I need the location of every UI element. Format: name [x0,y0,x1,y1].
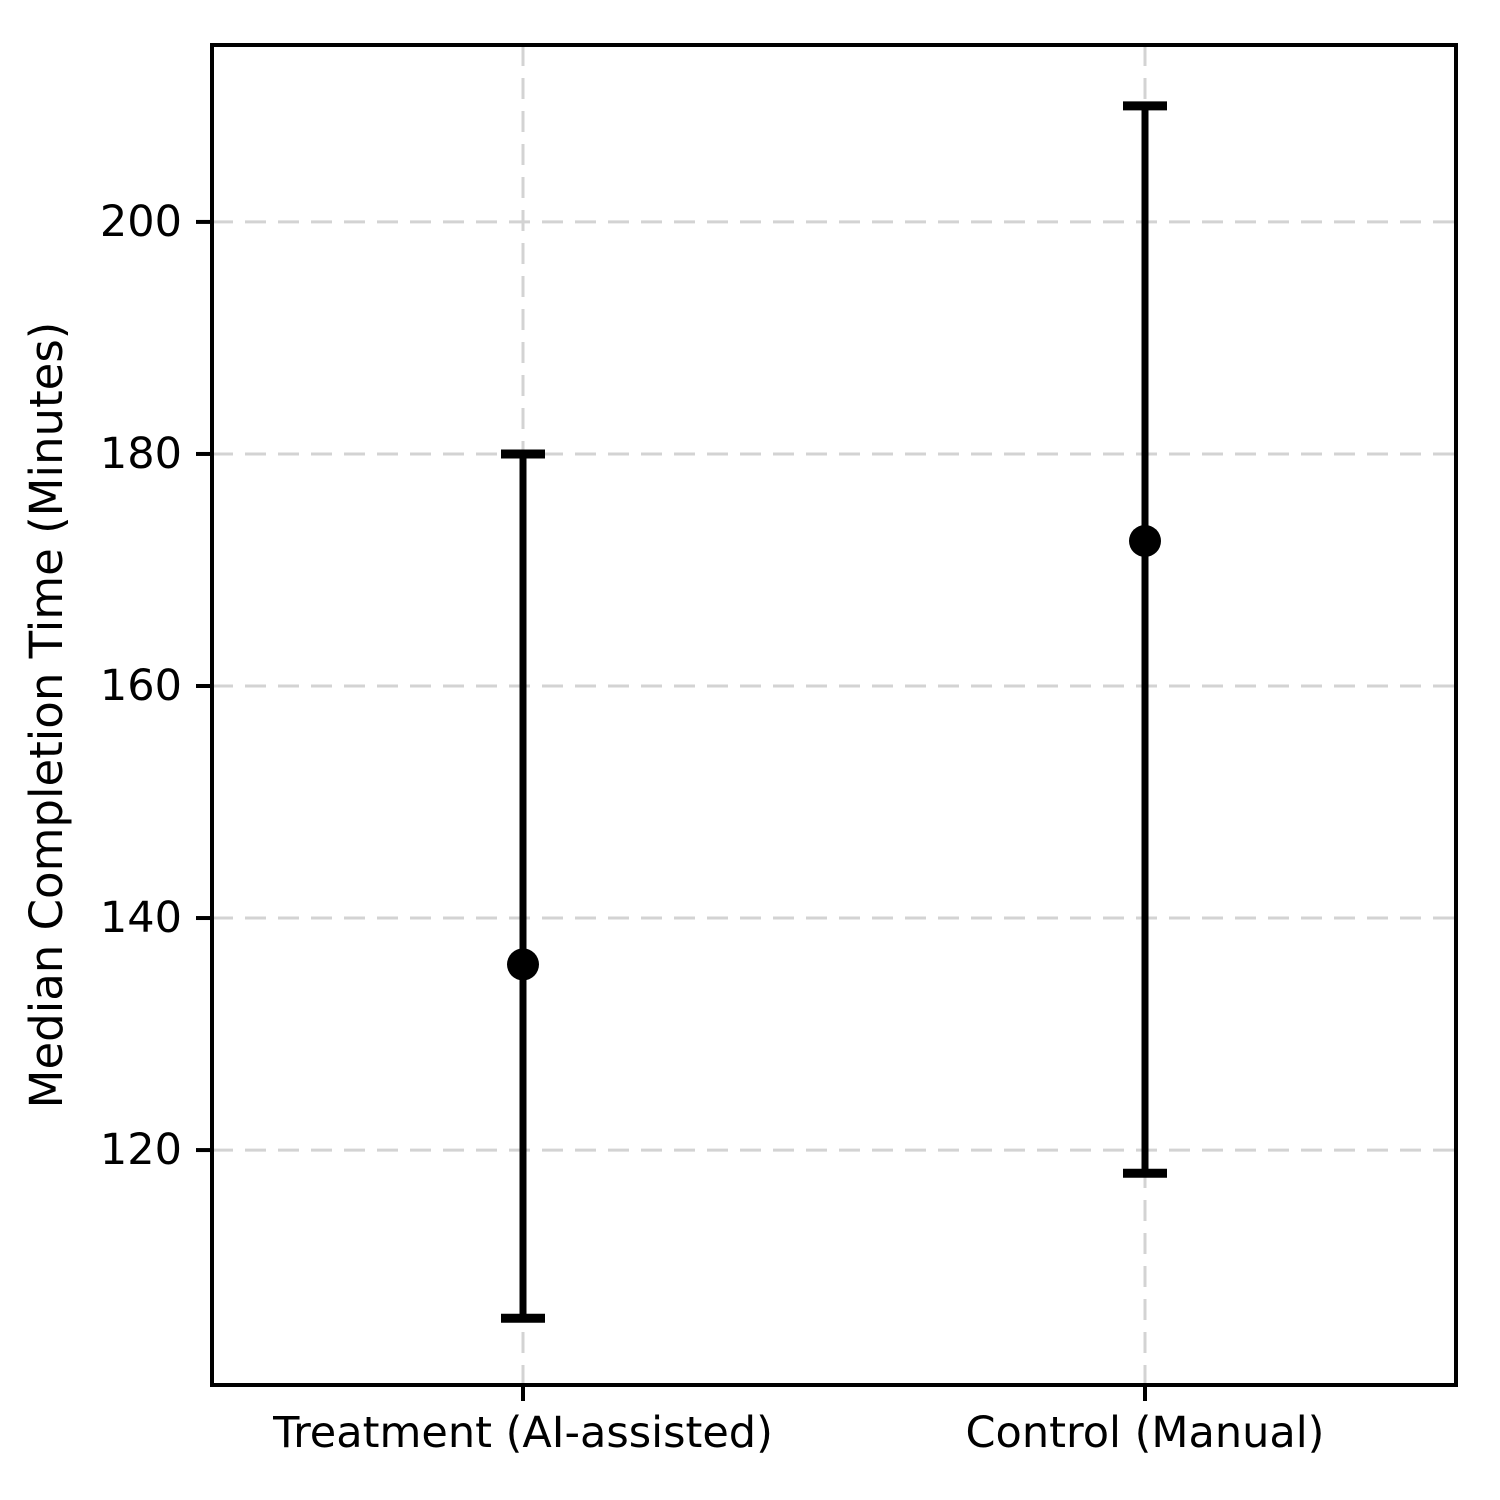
y-tick-label: 200 [100,197,182,247]
y-axis-label: Median Completion Time (Minutes) [20,322,73,1109]
y-tick-label: 120 [100,1125,182,1175]
data-point-marker [1129,524,1161,557]
x-tick-label: Treatment (AI-assisted) [272,1408,773,1458]
y-tick-label: 160 [100,661,182,711]
plot-frame [210,43,1458,1387]
y-tick-label: 140 [100,893,182,943]
x-tick-label: Control (Manual) [966,1408,1325,1458]
data-point-marker [507,948,539,981]
y-tick-label: 180 [100,429,182,479]
